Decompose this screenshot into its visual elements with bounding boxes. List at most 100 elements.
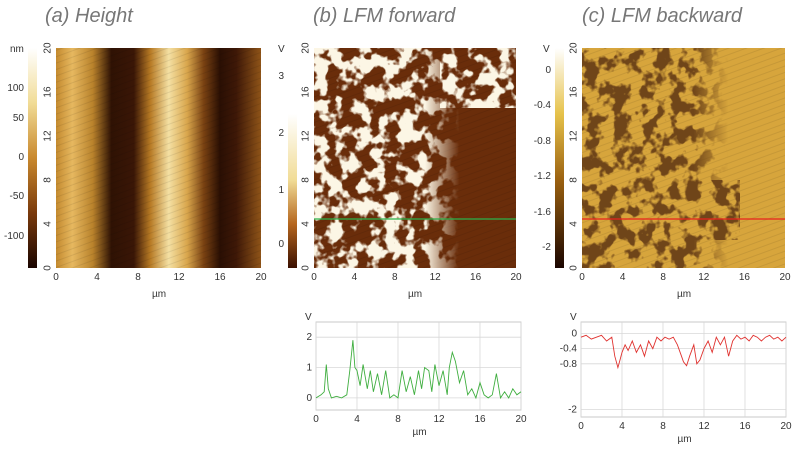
profile-0-xtick-3: 12 bbox=[433, 414, 445, 425]
panel-a-xlabel: µm bbox=[152, 289, 166, 300]
colorbar-2-tick-2: -0.8 bbox=[534, 136, 552, 147]
panel-0-xtick-0: 0 bbox=[53, 272, 59, 283]
panel-1-ytick-4: 4 bbox=[301, 221, 312, 227]
panel-2-xtick-5: 20 bbox=[779, 272, 791, 283]
profile-forward-chart: 0 4 8 12 16 20 2 1 0 Vµm bbox=[305, 312, 527, 438]
height-image-texture bbox=[56, 48, 261, 268]
panel-1-xtick-5: 20 bbox=[510, 272, 522, 283]
colorbar-lfm-forward-ticks: 3 2 1 0 bbox=[278, 71, 284, 250]
panel-0-ytick-3: 8 bbox=[43, 177, 54, 183]
colorbar-height-ticks: 100 50 0 -50 -100 bbox=[4, 83, 24, 242]
profile-1-ytick-1: -0.4 bbox=[560, 344, 578, 355]
panel-b-title: (b) LFM forward bbox=[313, 5, 456, 27]
panel-2-xtick-2: 8 bbox=[660, 272, 666, 283]
profile-0-xtick-1: 4 bbox=[354, 414, 360, 425]
panel-c-xticks: 0 4 8 12 16 20 bbox=[579, 272, 791, 283]
profile-1-xlabel: µm bbox=[678, 434, 692, 445]
colorbar-2-tick-1: -0.4 bbox=[534, 100, 552, 111]
panel-2-ytick-5: 0 bbox=[569, 265, 580, 271]
colorbar-height-unit: nm bbox=[10, 44, 24, 55]
panel-0-ytick-1: 16 bbox=[43, 86, 54, 98]
lfm-forward-domains bbox=[314, 48, 516, 268]
profile-1-xtick-1: 4 bbox=[619, 421, 625, 432]
panel-0-ytick-2: 12 bbox=[43, 130, 54, 142]
panel-b-xticks: 0 4 8 12 16 20 bbox=[311, 272, 522, 283]
colorbar-lfm-backward-ticks: 0 -0.4 -0.8 -1.2 -1.6 -2 bbox=[534, 65, 552, 253]
panel-a-yticks: 20 16 12 8 4 0 bbox=[43, 42, 54, 271]
colorbar-0-tick-1: 50 bbox=[13, 113, 25, 124]
profile-1-ytick-2: -0.8 bbox=[560, 359, 578, 370]
profile-0-ytick-0: 2 bbox=[306, 332, 312, 343]
panel-2-ytick-2: 12 bbox=[569, 130, 580, 142]
panel-1-xtick-2: 8 bbox=[392, 272, 398, 283]
panel-b-xlabel: µm bbox=[408, 289, 422, 300]
panel-0-xtick-3: 12 bbox=[173, 272, 185, 283]
colorbar-lfm-forward bbox=[288, 48, 297, 268]
colorbar-0-tick-0: 100 bbox=[7, 83, 24, 94]
profile-1-ytick-3: -2 bbox=[568, 404, 577, 415]
colorbar-1-tick-0: 3 bbox=[278, 71, 284, 82]
profile-0-series bbox=[315, 340, 522, 400]
panel-2-xtick-4: 16 bbox=[739, 272, 751, 283]
panel-2-ytick-3: 8 bbox=[569, 177, 580, 183]
panel-c-yticks: 20 16 12 8 4 0 bbox=[569, 42, 580, 271]
lfm-backward-domains bbox=[582, 48, 785, 268]
panel-2-xtick-1: 4 bbox=[620, 272, 626, 283]
profile-1-ytick-0: 0 bbox=[571, 328, 577, 339]
panel-0-xtick-1: 4 bbox=[94, 272, 100, 283]
panel-1-ytick-2: 12 bbox=[301, 130, 312, 142]
profile-1-xtick-4: 16 bbox=[739, 421, 751, 432]
colorbar-1-tick-1: 2 bbox=[278, 128, 284, 139]
colorbar-0-tick-3: -50 bbox=[10, 191, 25, 202]
panel-1-ytick-0: 20 bbox=[301, 42, 312, 54]
colorbar-lfm-backward-unit: V bbox=[543, 44, 550, 55]
profile-0-xtick-0: 0 bbox=[313, 414, 319, 425]
profile-1-xtick-0: 0 bbox=[578, 421, 584, 432]
profile-0-xtick-5: 20 bbox=[515, 414, 527, 425]
panel-1-ytick-5: 0 bbox=[301, 265, 312, 271]
panel-a-xticks: 0 4 8 12 16 20 bbox=[53, 272, 267, 283]
panel-0-xtick-4: 16 bbox=[214, 272, 226, 283]
profile-1-xtick-3: 12 bbox=[698, 421, 710, 432]
colorbar-1-tick-2: 1 bbox=[278, 185, 284, 196]
panel-1-xtick-3: 12 bbox=[430, 272, 442, 283]
panel-1-xtick-1: 4 bbox=[352, 272, 358, 283]
colorbar-0-tick-4: -100 bbox=[4, 231, 24, 242]
profile-0-xtick-2: 8 bbox=[395, 414, 401, 425]
profile-1-xtick-5: 20 bbox=[780, 421, 792, 432]
profile-1-series bbox=[580, 334, 787, 370]
colorbar-2-tick-0: 0 bbox=[545, 65, 551, 76]
panel-1-ytick-1: 16 bbox=[301, 86, 312, 98]
panel-b: V 3 2 1 0 20 16 12 8 4 0 0 4 8 12 16 20 µm bbox=[278, 42, 522, 300]
profile-0-ylabel: V bbox=[305, 312, 312, 323]
profile-0-ytick-2: 0 bbox=[306, 393, 312, 404]
profile-1-ylabel: V bbox=[570, 312, 577, 323]
panel-1-ytick-3: 8 bbox=[301, 177, 312, 183]
profile-0-xtick-4: 16 bbox=[474, 414, 486, 425]
panel-2-xtick-3: 12 bbox=[698, 272, 710, 283]
panel-c-title: (c) LFM backward bbox=[582, 5, 743, 27]
colorbar-0-tick-2: 0 bbox=[18, 152, 24, 163]
panel-0-ytick-5: 0 bbox=[43, 265, 54, 271]
colorbar-2-tick-4: -1.6 bbox=[534, 207, 552, 218]
panel-1-xtick-0: 0 bbox=[311, 272, 317, 283]
panel-0-ytick-4: 4 bbox=[43, 221, 54, 227]
profile-0-ytick-1: 1 bbox=[306, 363, 312, 374]
colorbar-2-tick-3: -1.2 bbox=[534, 171, 552, 182]
profile-1-xtick-2: 8 bbox=[660, 421, 666, 432]
panel-c-xlabel: µm bbox=[677, 289, 691, 300]
panel-0-xtick-2: 8 bbox=[135, 272, 141, 283]
colorbar-lfm-backward bbox=[555, 48, 564, 268]
panel-b-yticks: 20 16 12 8 4 0 bbox=[301, 42, 312, 271]
profile-backward-chart: 0 4 8 12 16 20 0 -0.4 -0.8 -2 Vµm bbox=[560, 312, 792, 445]
colorbar-height bbox=[28, 48, 37, 268]
panel-a: nm 100 50 0 -50 -100 20 16 12 8 4 0 0 4 8 12 16 20 µm bbox=[4, 42, 267, 300]
profile-0-xlabel: µm bbox=[413, 427, 427, 438]
panel-2-ytick-4: 4 bbox=[569, 221, 580, 227]
panel-2-ytick-0: 20 bbox=[569, 42, 580, 54]
panel-0-xtick-5: 20 bbox=[255, 272, 267, 283]
panel-a-title: (a) Height bbox=[45, 5, 133, 27]
panel-0-ytick-0: 20 bbox=[43, 42, 54, 54]
